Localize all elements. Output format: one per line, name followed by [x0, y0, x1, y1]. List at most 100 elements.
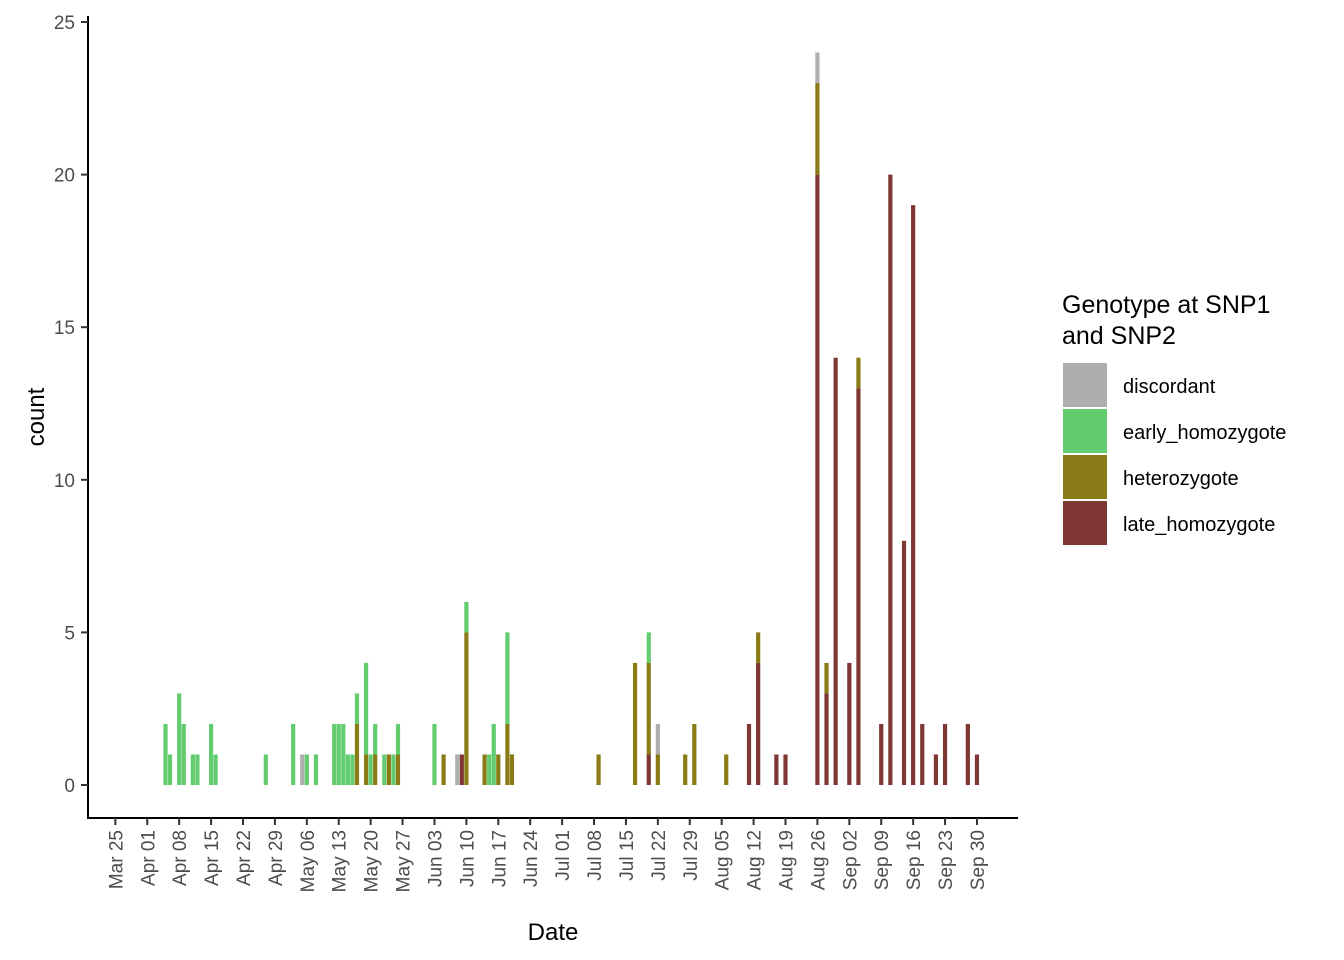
x-tick-label-2013-05-27: May 27 — [394, 830, 415, 892]
x-tick-label-2013-04-01: Apr 01 — [138, 830, 159, 886]
x-tick-label-2013-09-16: Sep 16 — [904, 830, 925, 890]
x-tick-label-2013-04-15: Apr 15 — [202, 830, 223, 886]
bar-early-homozygote-2013-05-12 — [332, 723, 337, 785]
bar-discordant-2013-05-05 — [300, 754, 305, 785]
x-tick-label-2013-09-09: Sep 09 — [872, 830, 893, 890]
bar-early-homozygote-2013-04-15 — [208, 723, 214, 785]
bar-late-homozygote-2013-08-19 — [783, 754, 788, 785]
bar-heterozygote-2013-07-17 — [632, 662, 638, 785]
x-tick-label-2013-07-29: Jul 29 — [681, 830, 702, 881]
y-tick-label-10: 10 — [54, 471, 75, 492]
legend-items: discordant early_homozygote heterozygote la… — [1063, 363, 1286, 545]
bar-early-homozygote-2013-04-05 — [163, 723, 168, 785]
y-tick-label-0: 0 — [64, 776, 75, 797]
bar-heterozygote-2013-06-14 — [482, 754, 487, 785]
legend-swatch-discordant — [1063, 363, 1107, 407]
x-tick-label-2013-07-01: Jul 01 — [553, 830, 574, 881]
bar-late-homozygote-2013-08-26 — [815, 174, 820, 786]
bar-heterozygote-2013-06-10 — [464, 632, 469, 785]
bar-early-homozygote-2013-05-17 — [354, 693, 360, 724]
bar-heterozygote-2013-07-28 — [683, 754, 688, 785]
bar-early-homozygote-2013-06-16 — [491, 723, 496, 785]
legend-label-late-homozygote: late_homozygote — [1123, 514, 1275, 536]
bar-late-homozygote-2013-09-30 — [974, 754, 980, 785]
legend-title-line-1: Genotype at SNP1 — [1062, 291, 1270, 319]
legend-swatch-heterozygote — [1063, 455, 1107, 499]
bar-heterozygote-2013-05-17 — [354, 723, 360, 785]
bar-early-homozygote-2013-04-27 — [263, 754, 268, 785]
bar-heterozygote-2013-07-30 — [692, 723, 697, 785]
legend-title-line-2: and SNP2 — [1062, 322, 1176, 350]
bar-early-homozygote-2013-04-09 — [181, 723, 186, 785]
bar-late-homozygote-2013-09-18 — [920, 723, 925, 785]
bar-late-homozygote-2013-09-14 — [901, 540, 907, 785]
bar-early-homozygote-2013-05-21 — [373, 723, 378, 755]
bar-discordant-2013-08-26 — [815, 52, 820, 84]
bar-heterozygote-2013-07-09 — [596, 754, 601, 785]
bar-early-homozygote-2013-07-20 — [646, 632, 651, 663]
x-tick-label-2013-08-05: Aug 05 — [713, 830, 734, 890]
bar-late-homozygote-2013-09-04 — [856, 388, 861, 785]
bar-early-homozygote-2013-06-10 — [464, 601, 469, 633]
bar-early-homozygote-2013-05-14 — [341, 723, 346, 785]
bar-early-homozygote-2013-05-26 — [395, 723, 401, 755]
x-tick-label-2013-08-12: Aug 12 — [745, 830, 766, 890]
bar-heterozygote-2013-08-28 — [824, 662, 829, 694]
x-tick-label-2013-09-30: Sep 30 — [968, 830, 989, 890]
y-tick-label-5: 5 — [64, 623, 75, 644]
bar-late-homozygote-2013-08-13 — [756, 662, 761, 785]
bar-late-homozygote-2013-09-21 — [933, 754, 939, 785]
bar-early-homozygote-2013-05-20 — [368, 754, 373, 785]
x-tick-label-2013-08-19: Aug 19 — [777, 830, 798, 890]
legend-swatch-late-homozygote — [1063, 501, 1107, 545]
bar-heterozygote-2013-08-13 — [756, 632, 761, 663]
bar-early-homozygote-2013-05-06 — [304, 754, 309, 785]
x-tick-label-2013-05-06: May 06 — [298, 830, 319, 892]
bar-early-homozygote-2013-05-08 — [313, 754, 319, 785]
y-axis-title: count — [23, 387, 50, 446]
bar-heterozygote-2013-08-26 — [815, 83, 820, 175]
x-tick-label-2013-09-02: Sep 02 — [840, 830, 861, 890]
bar-heterozygote-2013-06-20 — [509, 754, 515, 785]
bar-early-homozygote-2013-05-19 — [363, 662, 369, 755]
x-axis-ticks: Mar 25 Apr 01 Apr 08 Apr 15 Apr 22 Apr 29 May … — [106, 818, 989, 892]
bar-heterozygote-2013-08-06 — [724, 754, 729, 785]
x-tick-label-2013-05-20: May 20 — [362, 830, 383, 892]
bar-discordant-2013-06-08 — [455, 754, 460, 785]
bar-heterozygote-2013-05-24 — [386, 754, 391, 785]
legend-label-early-homozygote: early_homozygote — [1123, 422, 1286, 444]
bar-early-homozygote-2013-04-12 — [195, 754, 200, 785]
bar-early-homozygote-2013-05-23 — [382, 754, 387, 785]
bar-late-homozygote-2013-08-17 — [774, 754, 779, 785]
bar-late-homozygote-2013-09-09 — [879, 723, 884, 785]
x-tick-label-2013-03-25: Mar 25 — [106, 830, 127, 889]
bar-late-homozygote-2013-08-30 — [833, 357, 838, 785]
y-axis-ticks: 0 5 10 15 20 25 — [54, 13, 88, 797]
bar-late-homozygote-2013-09-02 — [847, 662, 852, 785]
legend-swatch-early-homozygote — [1063, 409, 1107, 453]
x-tick-label-2013-04-08: Apr 08 — [170, 830, 191, 886]
bar-late-homozygote-2013-09-23 — [942, 723, 948, 785]
bar-heterozygote-2013-05-26 — [395, 754, 401, 785]
x-tick-label-2013-06-03: Jun 03 — [425, 830, 446, 887]
legend-label-discordant: discordant — [1123, 376, 1216, 398]
bar-early-homozygote-2013-04-16 — [213, 754, 218, 785]
x-tick-label-2013-05-13: May 13 — [330, 830, 351, 892]
x-tick-label-2013-08-26: Aug 26 — [808, 830, 829, 890]
bar-heterozygote-2013-06-19 — [505, 723, 510, 785]
bar-early-homozygote-2013-06-03 — [432, 723, 437, 785]
bar-late-homozygote-2013-08-11 — [746, 723, 752, 785]
x-tick-label-2013-06-10: Jun 10 — [457, 830, 478, 887]
x-tick-label-2013-07-08: Jul 08 — [585, 830, 606, 881]
y-tick-label-15: 15 — [54, 318, 75, 339]
bar-heterozygote-2013-07-22 — [655, 754, 660, 785]
x-tick-label-2013-07-15: Jul 15 — [617, 830, 638, 881]
x-tick-label-2013-04-29: Apr 29 — [266, 830, 287, 886]
y-tick-label-20: 20 — [54, 166, 75, 187]
bar-late-homozygote-2013-06-09 — [459, 754, 464, 785]
bar-late-homozygote-2013-09-28 — [965, 723, 970, 785]
bar-early-homozygote-2013-06-15 — [487, 754, 492, 785]
x-tick-label-2013-06-24: Jun 24 — [521, 830, 542, 887]
bar-heterozygote-2013-09-04 — [856, 357, 861, 389]
